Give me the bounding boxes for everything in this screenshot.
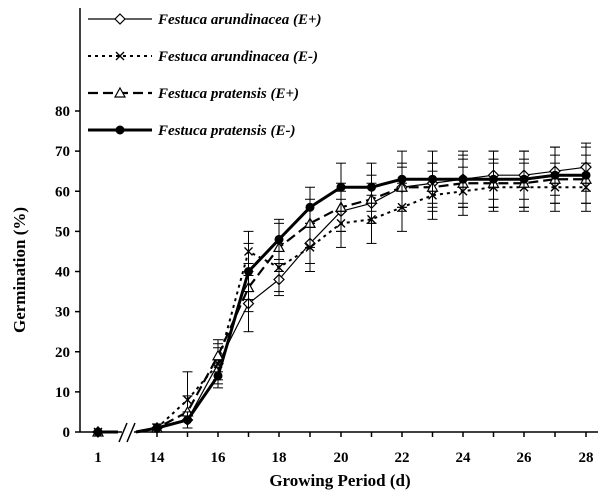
y-tick-label: 80 — [55, 104, 70, 120]
marker-circle — [244, 267, 253, 276]
marker-circle — [428, 174, 437, 184]
series-4 — [93, 146, 591, 437]
y-tick-label: 0 — [63, 425, 71, 441]
x-tick-label: 14 — [150, 450, 166, 466]
legend-label: Festuca arundinacea (E+) — [157, 12, 322, 28]
marker-circle — [305, 202, 315, 212]
axis-break-mark — [118, 422, 128, 443]
legend-label: Festuca pratensis (E-) — [157, 123, 296, 139]
series-line — [135, 166, 587, 433]
y-tick-label: 30 — [55, 305, 70, 321]
y-tick-label: 60 — [55, 184, 70, 200]
series-3 — [91, 154, 593, 437]
marker-circle — [115, 125, 125, 135]
marker-circle — [550, 170, 560, 180]
x-axis-title: Growing Period (d) — [269, 471, 410, 490]
y-axis-title: Germination (%) — [10, 207, 29, 333]
x-tick-label: 1 — [94, 450, 102, 466]
y-tick-label: 20 — [55, 345, 70, 361]
marker-circle — [519, 174, 529, 184]
x-tick-label: 24 — [456, 450, 472, 466]
legend: Festuca arundinacea (E+) Festuca arundina… — [88, 12, 322, 139]
marker-circle — [581, 170, 591, 180]
axis-break-mark — [126, 422, 136, 443]
series-line — [135, 186, 586, 433]
marker-circle — [93, 427, 103, 437]
marker-circle — [213, 371, 223, 381]
series-line — [135, 173, 586, 434]
y-tick-label: 70 — [55, 144, 70, 160]
x-tick-label: 18 — [272, 450, 287, 466]
marker-circle — [336, 182, 346, 192]
marker-diamond — [114, 13, 126, 25]
legend-label: Festuca pratensis (E+) — [157, 86, 299, 102]
series-line — [135, 178, 586, 434]
marker-circle — [274, 234, 284, 244]
marker-x — [115, 51, 125, 61]
x-tick-label: 16 — [211, 450, 227, 466]
marker-circle — [489, 174, 498, 184]
axes: 0 10 20 30 40 50 60 70 80 1 14 16 18 20 22 24 26 28 — [55, 8, 598, 466]
marker-triangle — [211, 349, 225, 361]
y-tick-label: 50 — [55, 224, 70, 240]
marker-circle — [397, 174, 407, 184]
y-tick-label: 10 — [55, 385, 70, 401]
marker-triangle — [113, 86, 127, 98]
x-tick-label: 26 — [517, 450, 533, 466]
x-tick-label: 20 — [334, 450, 349, 466]
legend-label: Festuca arundinacea (E-) — [157, 49, 318, 65]
marker-circle — [152, 423, 162, 433]
x-tick-label: 28 — [579, 450, 594, 466]
x-tick-label: 22 — [395, 450, 410, 466]
marker-circle — [183, 415, 192, 425]
series-layer — [91, 142, 593, 438]
y-tick-label: 40 — [55, 265, 70, 281]
marker-circle — [367, 182, 376, 192]
marker-circle — [458, 174, 468, 184]
